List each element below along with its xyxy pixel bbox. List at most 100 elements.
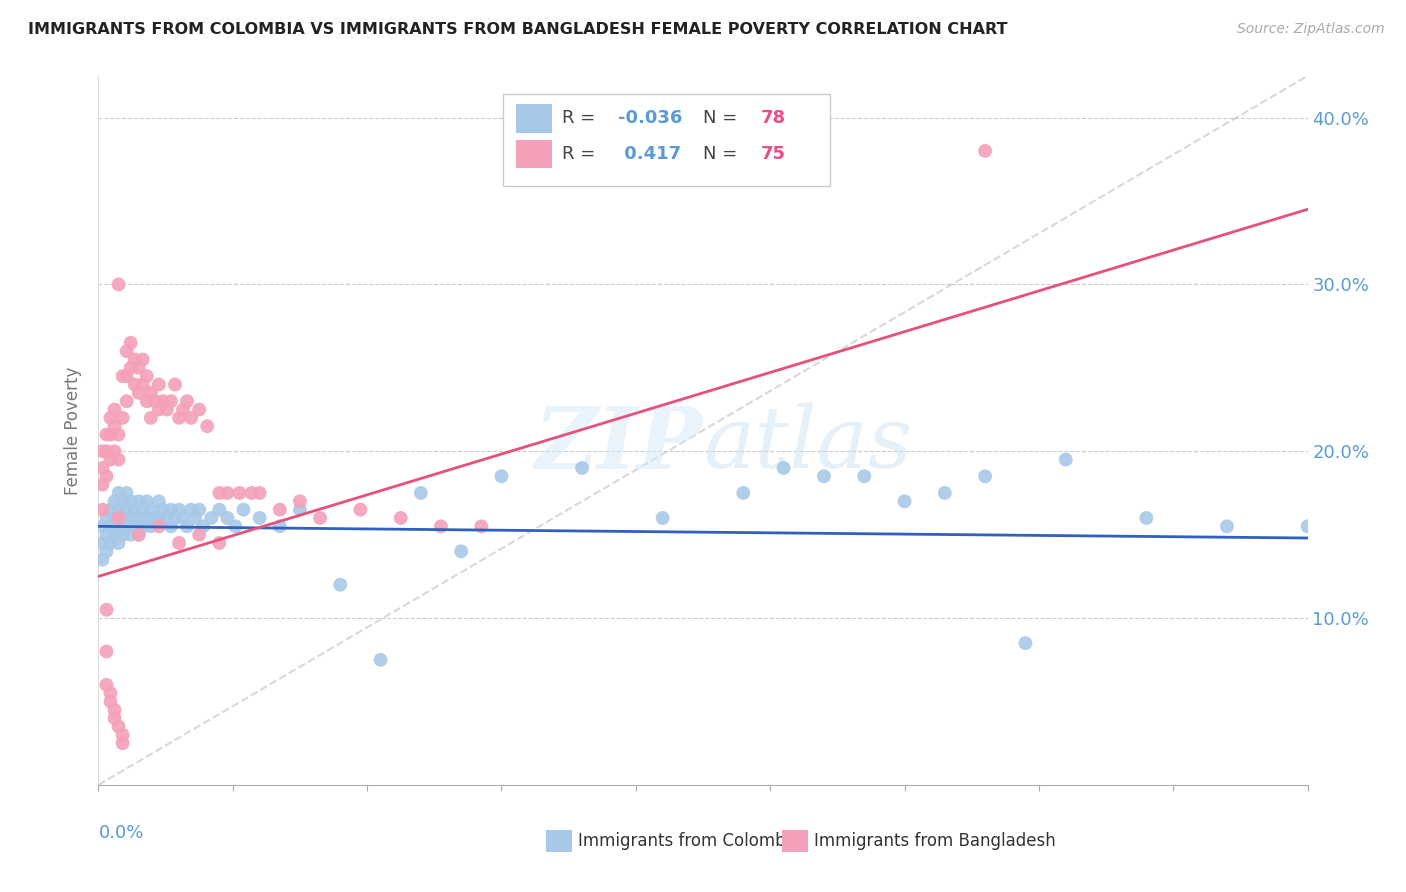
- Point: [120, 335, 142, 350]
- Point: [124, 502, 146, 516]
- Point: [172, 511, 194, 525]
- Text: 0.417: 0.417: [619, 145, 682, 163]
- Point: [96, 444, 118, 458]
- Point: [120, 360, 142, 375]
- Point: [349, 502, 371, 516]
- Point: [232, 502, 254, 516]
- Point: [470, 519, 492, 533]
- Point: [124, 352, 146, 367]
- Point: [100, 452, 122, 467]
- Point: [148, 511, 170, 525]
- Point: [103, 402, 125, 417]
- Point: [91, 461, 114, 475]
- Point: [184, 511, 207, 525]
- Point: [200, 511, 222, 525]
- Point: [651, 511, 673, 525]
- Point: [128, 494, 150, 508]
- Point: [107, 519, 129, 533]
- Point: [103, 419, 125, 434]
- Text: ZIP: ZIP: [536, 403, 703, 486]
- Point: [188, 502, 211, 516]
- FancyBboxPatch shape: [782, 830, 808, 853]
- Point: [370, 653, 392, 667]
- Point: [124, 377, 146, 392]
- Point: [128, 527, 150, 541]
- Point: [176, 394, 198, 409]
- Point: [120, 494, 142, 508]
- Point: [193, 519, 215, 533]
- Point: [269, 502, 291, 516]
- Point: [208, 486, 231, 500]
- Point: [115, 502, 138, 516]
- Point: [111, 369, 134, 384]
- Point: [269, 519, 291, 533]
- Text: N =: N =: [703, 145, 742, 163]
- Point: [96, 427, 118, 442]
- Point: [389, 511, 412, 525]
- Text: 0.0%: 0.0%: [98, 824, 143, 842]
- Point: [172, 402, 194, 417]
- Point: [135, 394, 157, 409]
- Point: [96, 644, 118, 658]
- Point: [1135, 511, 1157, 525]
- Point: [148, 494, 170, 508]
- Point: [107, 502, 129, 516]
- Point: [853, 469, 876, 483]
- Point: [128, 360, 150, 375]
- Point: [160, 502, 183, 516]
- Point: [139, 410, 162, 425]
- Text: R =: R =: [561, 145, 600, 163]
- Point: [103, 527, 125, 541]
- Point: [120, 527, 142, 541]
- Point: [100, 536, 122, 550]
- Point: [103, 511, 125, 525]
- Point: [139, 519, 162, 533]
- Point: [329, 578, 352, 592]
- Point: [103, 703, 125, 717]
- Point: [217, 511, 239, 525]
- Point: [111, 410, 134, 425]
- Point: [111, 494, 134, 508]
- Point: [128, 385, 150, 400]
- Point: [148, 402, 170, 417]
- Point: [100, 410, 122, 425]
- Point: [96, 511, 118, 525]
- Point: [124, 519, 146, 533]
- Point: [163, 377, 186, 392]
- Text: N =: N =: [703, 110, 742, 128]
- Point: [143, 394, 166, 409]
- Point: [132, 519, 155, 533]
- Point: [132, 352, 155, 367]
- Point: [135, 369, 157, 384]
- Point: [111, 527, 134, 541]
- Point: [180, 502, 202, 516]
- Point: [111, 511, 134, 525]
- Point: [450, 544, 472, 558]
- Point: [96, 678, 118, 692]
- Point: [103, 444, 125, 458]
- Point: [1014, 636, 1036, 650]
- Point: [96, 603, 118, 617]
- Point: [772, 461, 794, 475]
- Point: [107, 486, 129, 500]
- Point: [813, 469, 835, 483]
- Point: [188, 527, 211, 541]
- Point: [288, 502, 311, 516]
- Point: [107, 536, 129, 550]
- Point: [96, 527, 118, 541]
- Point: [1296, 519, 1319, 533]
- Text: 78: 78: [761, 110, 786, 128]
- Point: [107, 277, 129, 292]
- Point: [107, 452, 129, 467]
- Point: [132, 502, 155, 516]
- Point: [115, 369, 138, 384]
- Point: [96, 544, 118, 558]
- Point: [128, 527, 150, 541]
- Point: [240, 486, 263, 500]
- Point: [120, 511, 142, 525]
- Point: [96, 469, 118, 483]
- Point: [1216, 519, 1239, 533]
- Point: [132, 377, 155, 392]
- Point: [156, 511, 179, 525]
- Point: [115, 394, 138, 409]
